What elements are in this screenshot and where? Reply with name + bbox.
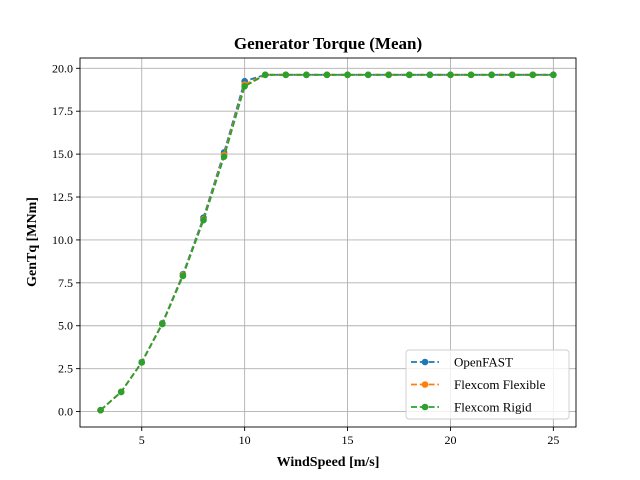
y-tick-label: 7.5 <box>58 276 73 290</box>
x-axis-label: WindSpeed [m/s] <box>277 455 380 470</box>
legend-marker <box>421 381 429 388</box>
data-point <box>323 71 331 79</box>
y-tick-label: 0.0 <box>58 405 73 419</box>
data-point <box>200 216 207 224</box>
data-point <box>220 153 228 160</box>
legend-label: OpenFAST <box>454 355 513 370</box>
legend-box <box>405 349 570 420</box>
legend-entries: OpenFAST Flexcom Flexible Flexcom Rigid <box>411 355 546 415</box>
y-tick-label: 5.0 <box>58 319 73 333</box>
data-point <box>364 71 372 79</box>
y-axis-label: GenTq [MNm] <box>25 197 40 287</box>
x-tick-label: 5 <box>139 433 145 447</box>
x-tick-label: 10 <box>239 433 251 447</box>
data-point <box>117 388 125 396</box>
y-tick-label: 15.0 <box>52 147 73 161</box>
legend-label: Flexcom Rigid <box>454 400 532 415</box>
plot-frame <box>79 57 577 428</box>
data-point <box>447 71 454 79</box>
y-tick-label: 10.0 <box>52 233 73 247</box>
data-point <box>488 71 495 79</box>
x-tick-label: 20 <box>444 433 456 447</box>
series-layer <box>97 71 557 414</box>
y-tick-label: 2.5 <box>58 362 73 376</box>
data-point <box>303 71 310 79</box>
data-point <box>405 71 413 79</box>
data-point <box>426 71 434 79</box>
legend-entry: Flexcom Flexible <box>411 377 546 392</box>
data-point <box>261 71 269 79</box>
y-tick-label: 12.5 <box>52 190 73 204</box>
data-point <box>344 71 351 79</box>
data-point <box>550 71 557 79</box>
legend-entry: Flexcom Rigid <box>411 400 532 415</box>
y-tick-label: 17.5 <box>52 104 73 118</box>
legend-label: Flexcom Flexible <box>454 377 546 392</box>
data-point <box>508 71 516 79</box>
series-flexcom-rigid <box>97 71 557 414</box>
legend-marker <box>421 403 429 411</box>
data-point <box>529 71 537 79</box>
data-point <box>385 71 393 79</box>
data-point <box>282 71 290 79</box>
x-tick-label: 15 <box>342 433 354 447</box>
legend: OpenFAST Flexcom Flexible Flexcom Rigid <box>405 349 570 420</box>
data-point <box>138 359 146 366</box>
x-tick-label: 25 <box>547 433 559 447</box>
data-point <box>179 272 187 280</box>
legend-marker <box>421 358 429 366</box>
y-tick-label: 20.0 <box>52 61 73 75</box>
grid <box>80 58 576 427</box>
legend-entry: OpenFAST <box>411 355 513 370</box>
axis-ticks: 5 10 15 20 25 0.0 2.5 5.0 7.5 10.0 12.5 15.0 17.5 20.… <box>52 61 559 447</box>
chart-title: Generator Torque (Mean) <box>234 34 422 53</box>
data-point <box>241 83 248 90</box>
data-point <box>97 406 104 414</box>
data-point <box>467 71 475 79</box>
data-point <box>159 320 166 328</box>
